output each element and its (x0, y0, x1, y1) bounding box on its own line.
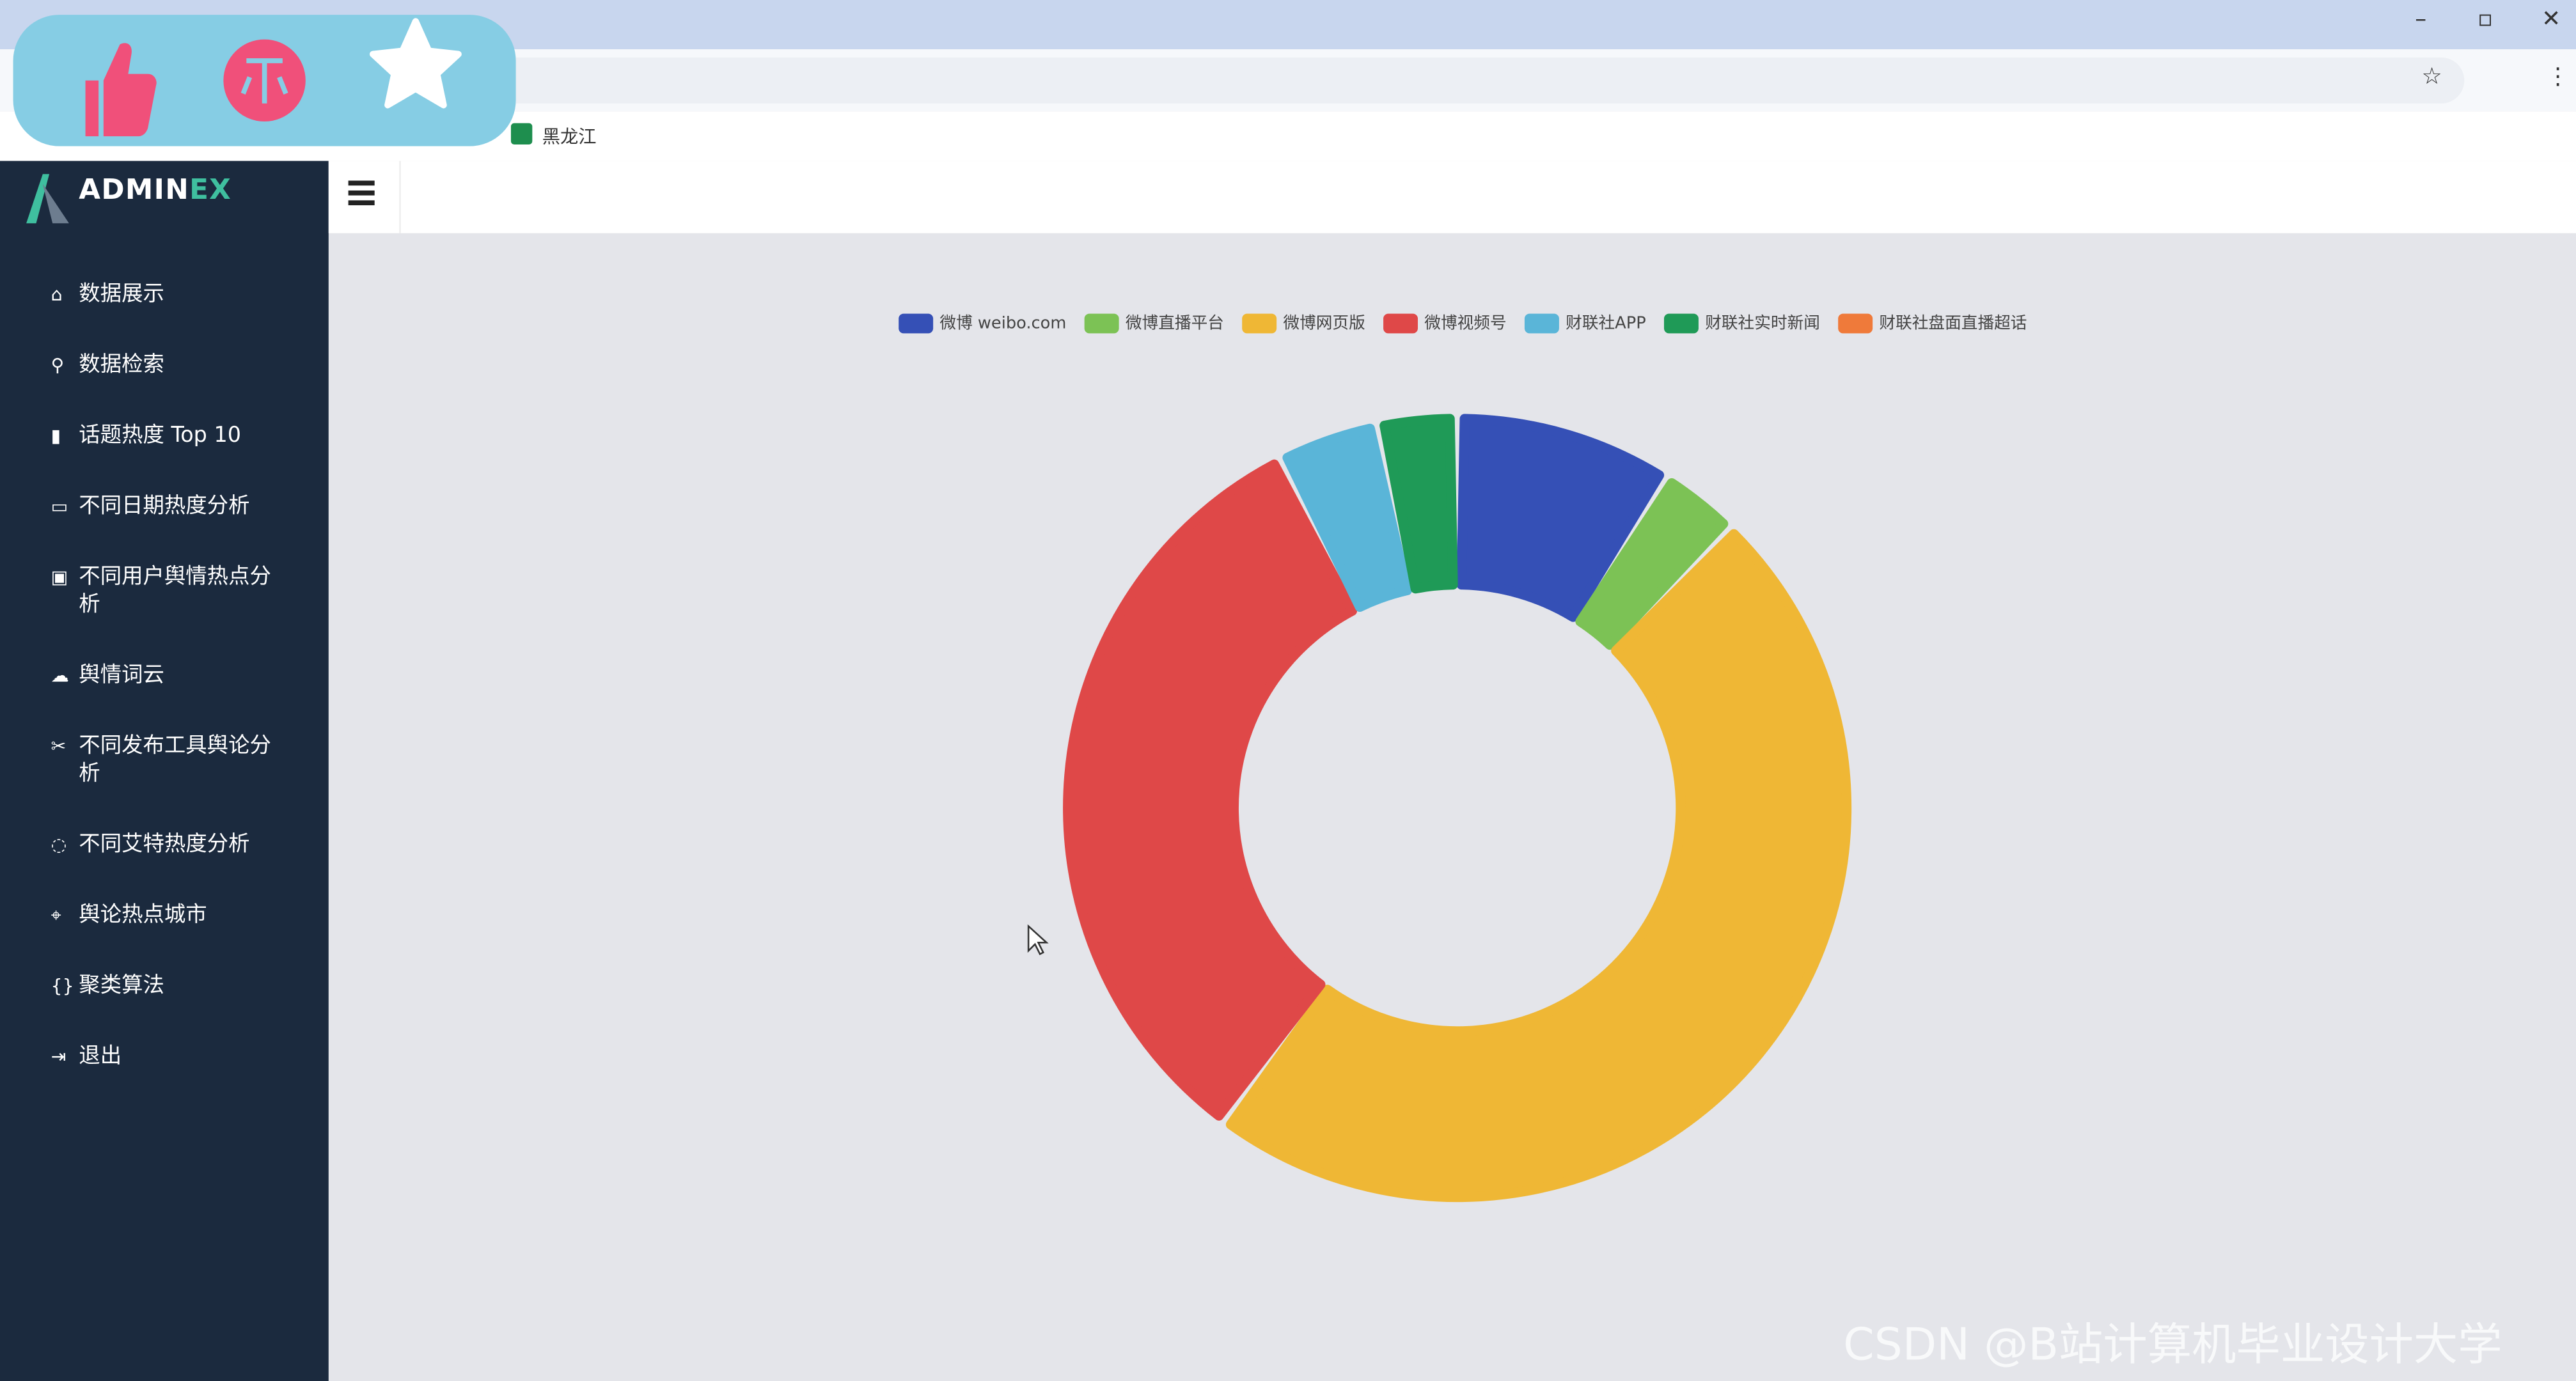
donut-slice (1225, 529, 1852, 1203)
overlay-icons (85, 18, 462, 137)
bookmark[interactable]: 黑龙江 (542, 126, 597, 148)
menu-icon: ▮ (51, 425, 61, 447)
menu-label: 退出 (79, 1044, 122, 1070)
menu-item[interactable]: {} 聚类算法 (51, 972, 281, 1000)
menu-label: 舆情词云 (79, 663, 164, 689)
restore-button[interactable]: ▫ (2477, 6, 2494, 33)
menu-icon: ☁ (51, 665, 69, 687)
legend-label: 微博直播平台 (1126, 313, 1224, 332)
menu-icon: ⇥ (51, 1046, 67, 1068)
menu-icon: {} (51, 975, 74, 997)
legend-swatch (1663, 313, 1699, 334)
menu-label: 不同发布工具舆论分析 (79, 734, 271, 787)
legend-label: 微博视频号 (1424, 313, 1506, 332)
minimize-button[interactable]: – (2415, 6, 2427, 33)
donut-slice (1282, 423, 1413, 612)
menu-icon: ◌ (51, 834, 67, 856)
divider (399, 160, 401, 233)
top-bar (328, 160, 2576, 233)
menu-item[interactable]: ⌖ 舆论热点城市 (51, 901, 281, 930)
menu-toggle[interactable] (348, 180, 375, 210)
donut-slice (1456, 414, 1665, 622)
menu-item[interactable]: ⚲ 数据检索 (51, 352, 281, 380)
menu-icon: ⚲ (51, 354, 65, 377)
menu-label: 数据检索 (79, 353, 164, 378)
menu-label: 聚类算法 (79, 974, 164, 999)
legend-label: 财联社盘面直播超话 (1879, 313, 2027, 332)
legend-label: 财联社实时新闻 (1705, 313, 1820, 332)
menu-label: 不同日期热度分析 (79, 494, 250, 519)
legend-swatch (1838, 313, 1873, 334)
url-field[interactable] (492, 57, 2465, 104)
legend-label: 微博 weibo.com (939, 313, 1066, 332)
menu-label: 数据展示 (79, 282, 164, 308)
donut-slice (1575, 478, 1729, 650)
video-overlay (13, 15, 516, 146)
legend-swatch (1084, 313, 1119, 334)
logo-accent: EX (189, 174, 232, 207)
chart: 微博 weibo.com 微博直播平台 微博网页版 微博视频号 财联社APP 财联社实时新… (899, 313, 2027, 1203)
menu-item[interactable]: ▣ 不同用户舆情热点分析 (51, 563, 281, 619)
legend-label: 财联社APP (1566, 313, 1646, 332)
logo-main: ADMIN (79, 174, 190, 207)
coin-glyph (240, 58, 288, 104)
close-button[interactable]: ✕ (2541, 6, 2561, 33)
menu-label: 舆论热点城市 (79, 903, 207, 928)
donut-slice (1379, 414, 1458, 594)
menu-item[interactable]: ⌂ 数据展示 (51, 281, 281, 309)
menu-item[interactable]: ✂ 不同发布工具舆论分析 (51, 733, 281, 788)
browser-menu[interactable]: ⋮ (2546, 64, 2570, 91)
legend-swatch (1242, 313, 1277, 334)
logo-icon (26, 174, 69, 224)
menu-icon: ⌖ (51, 905, 61, 926)
menu-label: 话题热度 Top 10 (79, 423, 241, 449)
menu-item[interactable]: ▮ 话题热度 Top 10 (51, 422, 281, 450)
menu-item[interactable]: ⇥ 退出 (51, 1043, 281, 1071)
bookmark-icon (510, 123, 533, 145)
legend-label: 微博网页版 (1283, 313, 1365, 332)
watermark: CSDN @B站计算机毕业设计大学 (1843, 1320, 2502, 1371)
bookmark-star[interactable]: ☆ (2421, 64, 2442, 91)
mouse-cursor (1027, 925, 1049, 955)
legend-swatch (1383, 313, 1418, 334)
menu-icon: ⌂ (51, 284, 63, 306)
legend-swatch (1524, 313, 1559, 334)
star-icon[interactable] (370, 18, 462, 109)
sidebar: ADMINEX ⌂ 数据展示 ⚲ 数据检索 ▮ 话题热度 Top 10 ▭ 不同日期热度分析 ▣… (0, 160, 329, 1381)
menu-icon: ▭ (51, 495, 68, 518)
menu-item[interactable]: ◌ 不同艾特热度分析 (51, 831, 281, 859)
logo: ADMINEX (79, 174, 232, 207)
menu-icon: ✂ (51, 735, 67, 758)
menu-item[interactable]: ☁ 舆情词云 (51, 662, 281, 690)
like-icon[interactable] (85, 43, 157, 137)
menu-label: 不同艾特热度分析 (79, 832, 250, 857)
menu-icon: ▣ (51, 566, 68, 588)
donut-slice (1063, 459, 1358, 1121)
menu-label: 不同用户舆情热点分析 (79, 565, 271, 618)
legend-swatch (899, 313, 934, 334)
menu-item[interactable]: ▭ 不同日期热度分析 (51, 493, 281, 521)
